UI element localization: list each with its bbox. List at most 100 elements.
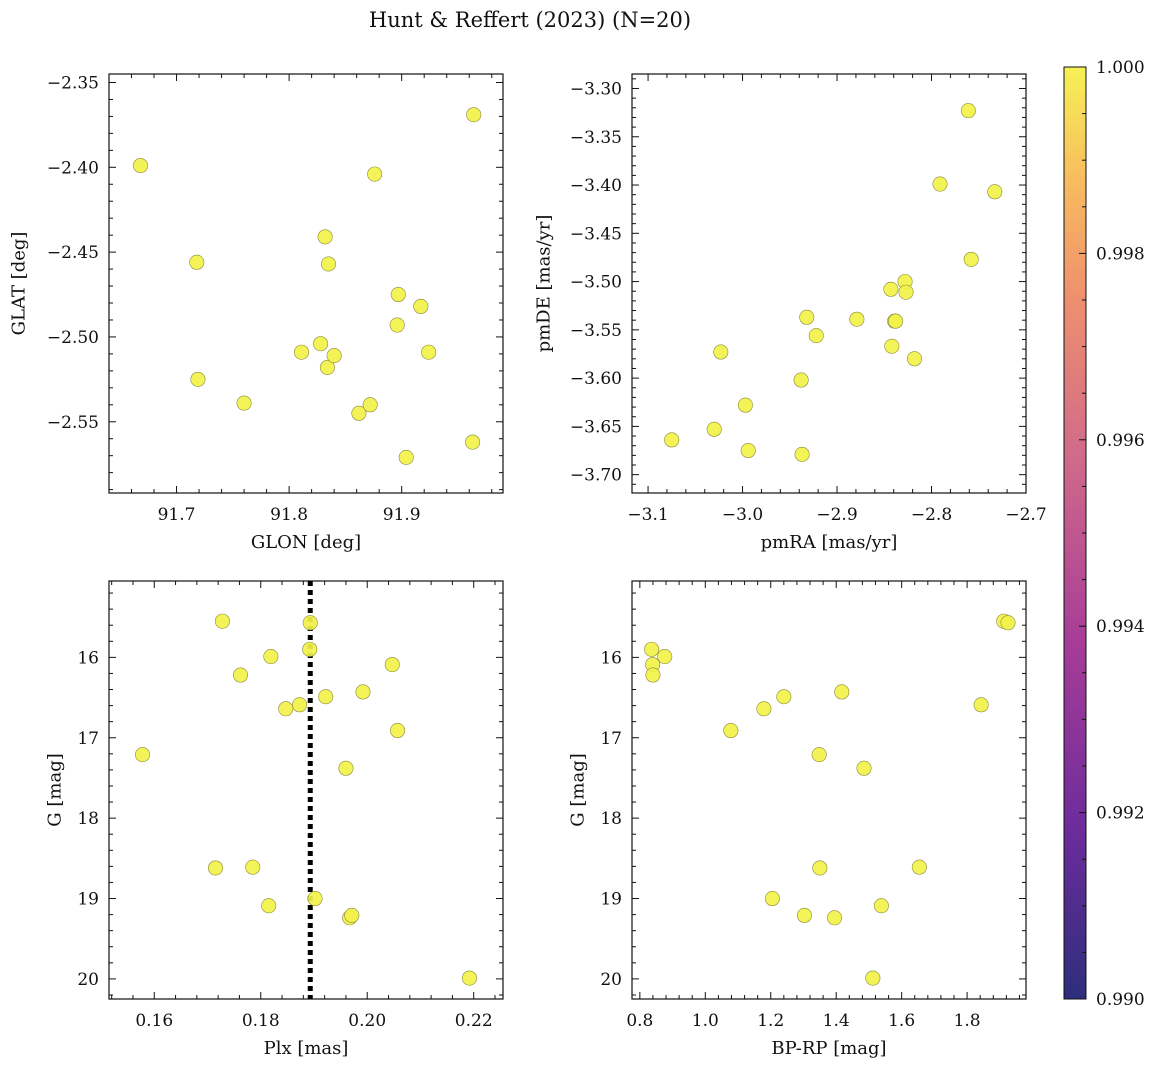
data-point bbox=[1000, 615, 1016, 631]
x-tick-label: −2.7 bbox=[1005, 505, 1046, 525]
data-point bbox=[884, 338, 900, 354]
data-point bbox=[190, 371, 206, 387]
data-point bbox=[389, 317, 405, 333]
y-tick-label: −2.35 bbox=[47, 73, 99, 93]
scatter-points bbox=[644, 613, 1016, 986]
y-tick-label: 16 bbox=[600, 648, 622, 668]
data-point bbox=[326, 348, 342, 364]
x-tick-label: −2.8 bbox=[911, 505, 952, 525]
y-tick-label: 18 bbox=[600, 809, 622, 829]
data-point bbox=[706, 421, 722, 437]
y-tick-label: −2.50 bbox=[47, 328, 99, 348]
scatter-points bbox=[664, 103, 1003, 462]
x-tick-label: 0.8 bbox=[626, 1011, 653, 1031]
data-point bbox=[319, 359, 335, 375]
scatter-points bbox=[133, 107, 482, 465]
x-tick-label: 0.18 bbox=[242, 1011, 280, 1031]
data-point bbox=[776, 689, 792, 705]
data-point bbox=[321, 256, 337, 272]
x-tick-label: 91.9 bbox=[383, 505, 421, 525]
data-point bbox=[796, 907, 812, 923]
data-point bbox=[911, 859, 927, 875]
data-point bbox=[362, 397, 378, 413]
x-tick-label: 0.20 bbox=[348, 1011, 386, 1031]
data-point bbox=[307, 891, 323, 907]
figure-title: Hunt & Reffert (2023) (N=20) bbox=[369, 8, 691, 32]
data-point bbox=[794, 446, 810, 462]
y-axis-label: pmDE [mas/yr] bbox=[533, 215, 554, 353]
data-point bbox=[293, 344, 309, 360]
data-point bbox=[390, 287, 406, 303]
data-point bbox=[466, 107, 482, 123]
data-point bbox=[263, 649, 279, 665]
colorbar-tick-label: 0.994 bbox=[1096, 617, 1145, 637]
panel-pmra-pmde: −3.1 −3.0 −2.9 −2.8 −2.7 −3.30 −3.35 −3.40 −3.45… bbox=[533, 73, 1047, 553]
panel-plx-g: 0.16 0.18 0.20 0.22 16 17 18 19 20 Plx [mas] G [ma… bbox=[44, 580, 504, 1059]
data-point bbox=[849, 311, 865, 327]
y-tick-label: −3.50 bbox=[570, 273, 622, 293]
x-tick-label: 91.8 bbox=[270, 505, 308, 525]
y-tick-label: 17 bbox=[77, 729, 99, 749]
x-tick-label: 1.4 bbox=[823, 1011, 850, 1031]
data-point bbox=[723, 723, 739, 739]
data-point bbox=[657, 649, 673, 665]
y-tick-label: 17 bbox=[600, 729, 622, 749]
data-point bbox=[413, 298, 429, 314]
data-point bbox=[233, 667, 249, 683]
data-point bbox=[292, 697, 308, 713]
y-tick-label: 16 bbox=[77, 648, 99, 668]
data-point bbox=[888, 313, 904, 329]
x-axis-label: BP-RP [mag] bbox=[771, 1038, 886, 1059]
data-point bbox=[344, 907, 360, 923]
y-tick-label: 20 bbox=[77, 970, 99, 990]
x-axis-label: GLON [deg] bbox=[251, 532, 361, 553]
data-point bbox=[827, 910, 843, 926]
data-point bbox=[351, 405, 367, 421]
colorbar-tick-label: 1.000 bbox=[1096, 58, 1145, 78]
axes-frame bbox=[108, 580, 504, 1000]
colorbar-tick-label: 0.998 bbox=[1096, 244, 1145, 264]
axes-frame bbox=[631, 580, 1027, 1000]
y-tick-label: −2.40 bbox=[47, 158, 99, 178]
data-point bbox=[793, 372, 809, 388]
data-point bbox=[398, 449, 414, 465]
data-point bbox=[740, 443, 756, 459]
data-point bbox=[318, 689, 334, 705]
data-point bbox=[465, 434, 481, 450]
data-point bbox=[245, 859, 261, 875]
data-point bbox=[261, 898, 277, 914]
y-tick-label: −3.40 bbox=[570, 176, 622, 196]
data-point bbox=[932, 176, 948, 192]
data-point bbox=[898, 284, 914, 300]
data-point bbox=[963, 251, 979, 267]
y-tick-label: −2.55 bbox=[47, 413, 99, 433]
data-point bbox=[834, 684, 850, 700]
data-point bbox=[987, 184, 1003, 200]
y-tick-label: 20 bbox=[600, 970, 622, 990]
data-point bbox=[207, 860, 223, 876]
y-axis-label: G [mag] bbox=[44, 753, 65, 826]
panel-glon-glat: 91.7 91.8 91.9 −2.35 −2.40 −2.45 −2.50 −2.55 GLO… bbox=[8, 73, 504, 553]
data-point bbox=[973, 697, 989, 713]
x-tick-label: 1.8 bbox=[954, 1011, 981, 1031]
data-point bbox=[384, 657, 400, 673]
y-tick-label: −2.45 bbox=[47, 243, 99, 263]
data-point bbox=[873, 898, 889, 914]
data-point bbox=[865, 970, 881, 986]
data-point bbox=[133, 158, 149, 174]
data-point bbox=[355, 684, 371, 700]
y-tick-label: −3.30 bbox=[570, 79, 622, 99]
data-point bbox=[317, 229, 333, 245]
y-tick-label: −3.70 bbox=[570, 466, 622, 486]
data-point bbox=[856, 760, 872, 776]
data-point bbox=[960, 103, 976, 119]
x-axis-label: Plx [mas] bbox=[264, 1038, 349, 1059]
x-tick-label: −3.1 bbox=[627, 505, 668, 525]
data-point bbox=[313, 336, 329, 352]
y-tick-label: −3.45 bbox=[570, 224, 622, 244]
x-tick-label: 1.0 bbox=[692, 1011, 719, 1031]
y-axis-label: GLAT [deg] bbox=[8, 232, 29, 336]
x-tick-label: −2.9 bbox=[816, 505, 857, 525]
data-point bbox=[737, 397, 753, 413]
